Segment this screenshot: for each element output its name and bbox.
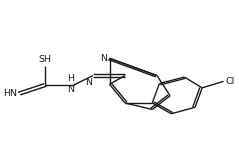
Text: H: H bbox=[67, 74, 74, 83]
Text: N: N bbox=[67, 85, 74, 94]
Text: Cl: Cl bbox=[225, 77, 234, 86]
Text: N: N bbox=[85, 78, 92, 88]
Text: SH: SH bbox=[39, 55, 52, 64]
Text: HN: HN bbox=[4, 89, 17, 98]
Text: N: N bbox=[100, 54, 107, 63]
